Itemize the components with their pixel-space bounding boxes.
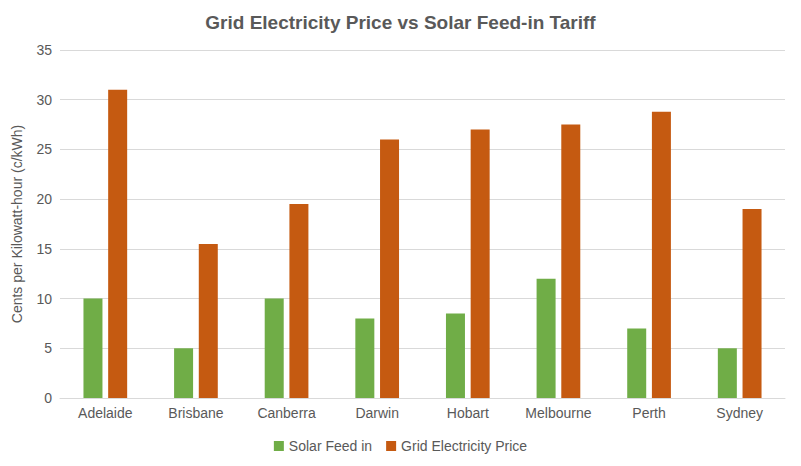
svg-text:5: 5 [44,340,52,356]
svg-text:30: 30 [36,92,52,108]
svg-text:Adelaide: Adelaide [78,405,133,421]
svg-text:Canberra: Canberra [257,405,316,421]
svg-text:Brisbane: Brisbane [168,405,223,421]
svg-text:Hobart: Hobart [447,405,489,421]
svg-text:20: 20 [36,191,52,207]
svg-text:Melbourne: Melbourne [525,405,591,421]
svg-text:Darwin: Darwin [355,405,399,421]
svg-text:Cents per Kilowatt-hour (c/kWh: Cents per Kilowatt-hour (c/kWh) [9,125,25,323]
svg-text:0: 0 [44,390,52,406]
svg-text:Solar Feed in: Solar Feed in [289,438,372,454]
svg-text:Grid Electricity Price: Grid Electricity Price [401,438,527,454]
svg-text:10: 10 [36,291,52,307]
svg-text:15: 15 [36,241,52,257]
svg-text:Sydney: Sydney [716,405,763,421]
svg-text:35: 35 [36,42,52,58]
svg-text:Perth: Perth [632,405,665,421]
svg-text:25: 25 [36,141,52,157]
svg-text:Grid Electricity Price vs Sola: Grid Electricity Price vs Solar Feed-in … [205,12,596,33]
